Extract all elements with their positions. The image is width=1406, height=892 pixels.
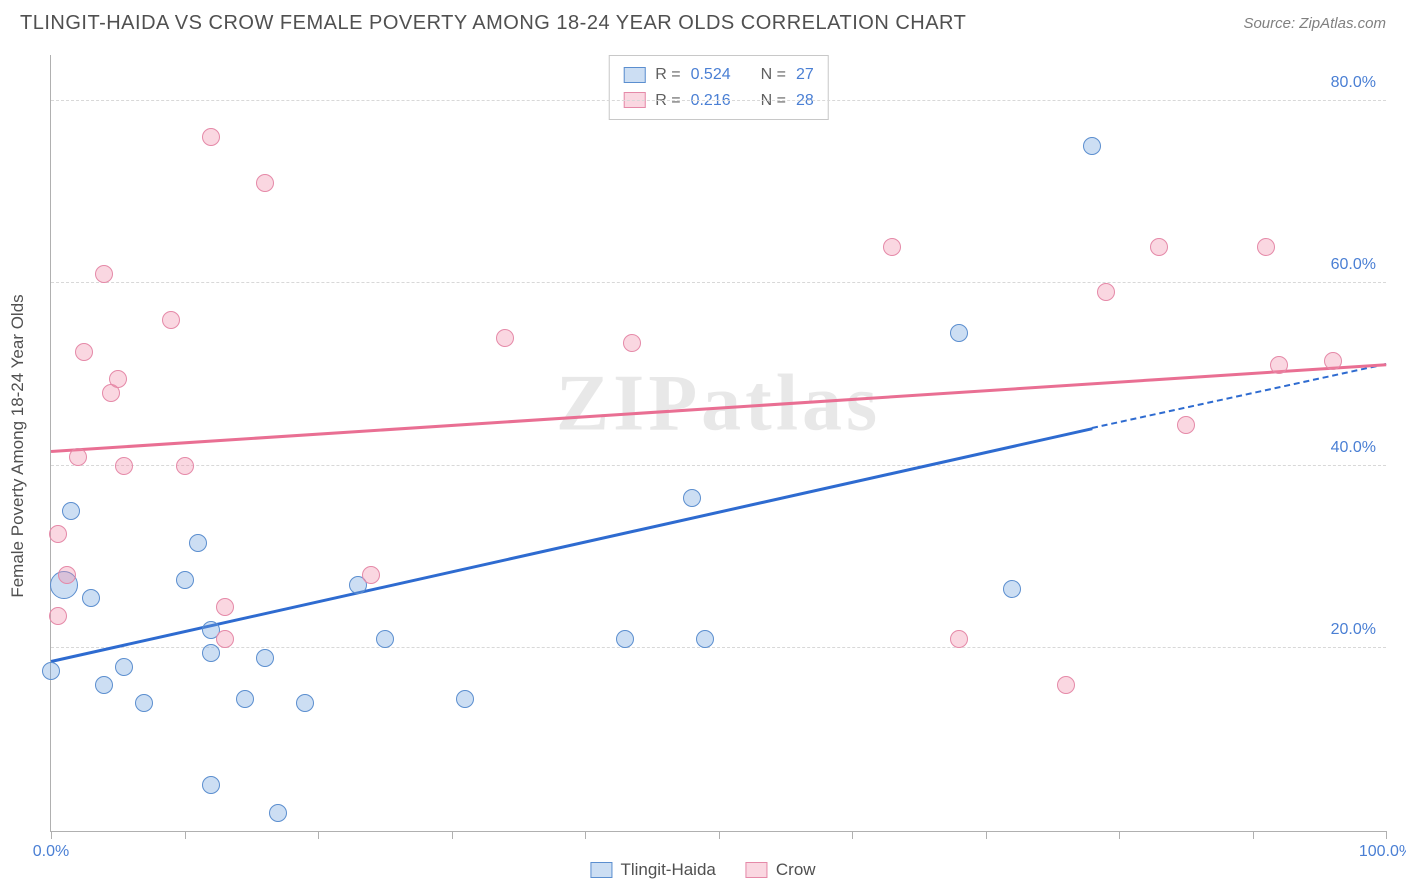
data-point — [82, 589, 100, 607]
x-tick — [452, 831, 453, 839]
watermark: ZIPatlas — [556, 359, 881, 450]
data-point — [269, 804, 287, 822]
data-point — [202, 776, 220, 794]
gridline — [51, 465, 1386, 466]
series-name: Tlingit-Haida — [620, 860, 715, 880]
data-point — [49, 607, 67, 625]
data-point — [62, 502, 80, 520]
data-point — [49, 525, 67, 543]
data-point — [1083, 137, 1101, 155]
data-point — [58, 566, 76, 584]
data-point — [362, 566, 380, 584]
data-point — [456, 690, 474, 708]
data-point — [623, 334, 641, 352]
data-point — [256, 174, 274, 192]
data-point — [162, 311, 180, 329]
data-point — [696, 630, 714, 648]
data-point — [202, 128, 220, 146]
stats-legend-row: R = 0.524 N = 27 — [623, 62, 814, 88]
data-point — [950, 324, 968, 342]
stats-legend: R =0.524N =27R =0.216N =28 — [608, 55, 829, 120]
x-tick — [852, 831, 853, 839]
legend-swatch — [590, 862, 612, 878]
series-legend: Tlingit-Haida Crow — [590, 860, 815, 880]
stat-r-label: R = — [655, 62, 680, 88]
data-point — [1270, 356, 1288, 374]
legend-swatch — [623, 67, 645, 83]
x-tick — [1386, 831, 1387, 839]
x-tick — [185, 831, 186, 839]
data-point — [683, 489, 701, 507]
data-point — [176, 457, 194, 475]
data-point — [202, 644, 220, 662]
data-point — [176, 571, 194, 589]
data-point — [1097, 283, 1115, 301]
data-point — [1003, 580, 1021, 598]
y-tick-label: 20.0% — [1331, 621, 1376, 639]
data-point — [109, 370, 127, 388]
series-legend-item: Crow — [746, 860, 816, 880]
data-point — [115, 658, 133, 676]
data-point — [496, 329, 514, 347]
data-point — [216, 598, 234, 616]
data-point — [189, 534, 207, 552]
y-axis-title: Female Poverty Among 18-24 Year Olds — [8, 294, 28, 597]
gridline — [51, 647, 1386, 648]
chart-plot-area: ZIPatlas R =0.524N =27R =0.216N =28 20.0… — [50, 55, 1386, 832]
data-point — [75, 343, 93, 361]
x-tick — [719, 831, 720, 839]
series-legend-item: Tlingit-Haida — [590, 860, 715, 880]
data-point — [616, 630, 634, 648]
stat-r-value: 0.524 — [691, 62, 731, 88]
data-point — [95, 265, 113, 283]
x-tick — [1119, 831, 1120, 839]
data-point — [950, 630, 968, 648]
series-name: Crow — [776, 860, 816, 880]
data-point — [256, 649, 274, 667]
legend-swatch — [746, 862, 768, 878]
data-point — [1057, 676, 1075, 694]
data-point — [216, 630, 234, 648]
data-point — [296, 694, 314, 712]
x-tick — [1253, 831, 1254, 839]
data-point — [115, 457, 133, 475]
data-point — [1324, 352, 1342, 370]
source-label: Source: ZipAtlas.com — [1243, 15, 1386, 32]
data-point — [236, 690, 254, 708]
stat-n-label: N = — [761, 62, 786, 88]
data-point — [1177, 416, 1195, 434]
x-tick-label: 0.0% — [33, 843, 69, 861]
x-tick — [318, 831, 319, 839]
stat-n-value: 27 — [796, 62, 814, 88]
data-point — [42, 662, 60, 680]
data-point — [69, 448, 87, 466]
x-tick-label: 100.0% — [1359, 843, 1406, 861]
gridline — [51, 282, 1386, 283]
x-tick — [585, 831, 586, 839]
y-tick-label: 60.0% — [1331, 256, 1376, 274]
data-point — [1257, 238, 1275, 256]
chart-title: TLINGIT-HAIDA VS CROW FEMALE POVERTY AMO… — [20, 12, 966, 35]
data-point — [883, 238, 901, 256]
data-point — [135, 694, 153, 712]
y-tick-label: 80.0% — [1331, 74, 1376, 92]
data-point — [95, 676, 113, 694]
gridline — [51, 100, 1386, 101]
data-point — [1150, 238, 1168, 256]
x-tick — [51, 831, 52, 839]
data-point — [376, 630, 394, 648]
x-tick — [986, 831, 987, 839]
y-tick-label: 40.0% — [1331, 439, 1376, 457]
